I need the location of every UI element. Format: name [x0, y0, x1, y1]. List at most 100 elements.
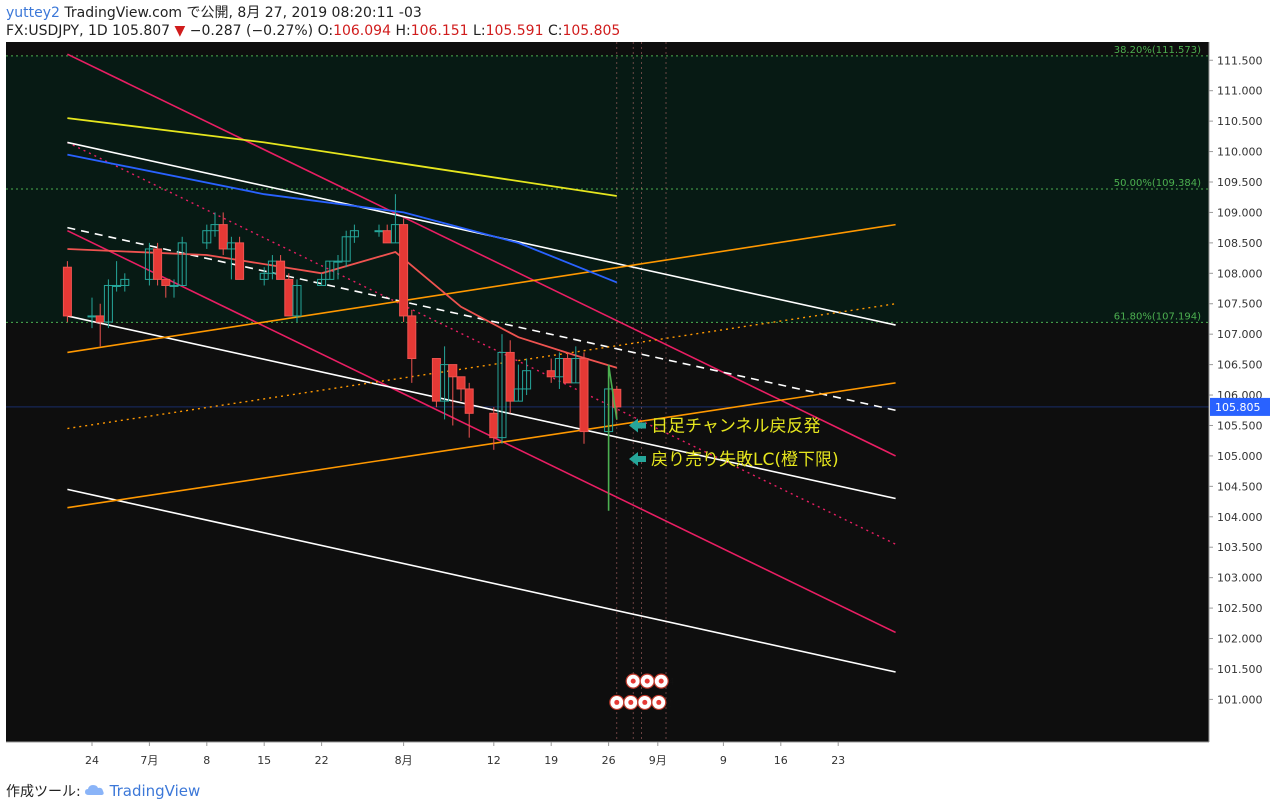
price-tick-label: 104.500	[1217, 480, 1263, 493]
trend-line-orange-solid	[67, 382, 896, 509]
time-tick-label: 12	[487, 754, 501, 767]
candle-body	[325, 260, 335, 280]
price-tick-label: 106.500	[1217, 359, 1263, 372]
candle-body	[284, 278, 294, 317]
price-tick-label: 104.000	[1217, 511, 1263, 524]
candle-body	[349, 230, 359, 238]
event-flag-dot	[614, 699, 620, 705]
event-flag-dot	[642, 699, 648, 705]
moving-average-blue	[67, 153, 618, 284]
candle-body	[120, 278, 130, 286]
candle-body	[259, 272, 269, 280]
candle-body	[333, 260, 343, 263]
low-value: 105.591	[485, 23, 544, 39]
price-tick-label: 108.500	[1217, 237, 1263, 250]
price-tick-label: 107.000	[1217, 328, 1263, 341]
tradingview-cloud-icon	[85, 785, 104, 795]
low-label: L:	[473, 23, 486, 39]
candle-body	[202, 230, 212, 244]
open-value: 106.094	[333, 23, 391, 39]
price-change: −0.287 (−0.27%)	[189, 23, 314, 39]
time-tick-label: 8月	[395, 754, 413, 767]
trend-line-pink-solid	[67, 229, 896, 634]
candle-body	[382, 230, 392, 244]
tradingview-link[interactable]: TradingView	[109, 782, 201, 800]
candle-body	[563, 358, 573, 384]
made-with-label: 作成ツール:	[6, 784, 81, 800]
projection-line	[607, 364, 618, 511]
candle-body	[161, 278, 171, 286]
candle-body	[513, 388, 523, 402]
price-tick-label: 110.500	[1217, 115, 1263, 128]
time-tick-label: 24	[85, 754, 99, 767]
plot-layer: 38.20%(111.573) 50.00%(109.384) 61.80%(107…	[6, 42, 1209, 742]
candle-body	[456, 376, 466, 390]
candle-body	[374, 230, 384, 233]
trend-line-orange-dotted	[67, 303, 896, 430]
price-tick-label: 101.000	[1217, 693, 1263, 706]
time-tick-label: 23	[831, 754, 845, 767]
annotation-arrow-icon	[629, 451, 646, 466]
chart-header: yuttey2 TradingView.com で公開, 8月 27, 2019…	[6, 4, 1270, 42]
candle-body	[153, 248, 163, 280]
price-tick-label: 108.000	[1217, 267, 1263, 280]
candle-body	[235, 242, 245, 280]
time-tick-label: 22	[315, 754, 329, 767]
time-tick-label: 7月	[140, 754, 158, 767]
candle-body	[95, 315, 105, 323]
time-tick-label: 9	[720, 754, 727, 767]
candle-body	[448, 364, 458, 378]
candle-body	[317, 278, 327, 286]
candle-body	[218, 224, 228, 250]
price-chart[interactable]: 38.20%(111.573) 50.00%(109.384) 61.80%(107…	[6, 42, 1270, 775]
event-flag-dot	[628, 699, 634, 705]
publish-info: TradingView.com で公開, 8月 27, 2019 08:20:1…	[64, 5, 422, 21]
price-tick-label: 111.500	[1217, 54, 1263, 67]
candle-body	[612, 388, 622, 408]
event-flag-dot	[630, 678, 636, 684]
price-tick-label: 109.000	[1217, 206, 1263, 219]
time-tick-label: 8	[203, 754, 210, 767]
candle-body	[505, 351, 515, 402]
time-tick-label: 15	[257, 754, 271, 767]
fib-level-label: 38.20%(111.573)	[1114, 45, 1201, 56]
trend-line-white-solid	[67, 315, 896, 500]
annotation-text: 戻り売り失敗LC(橙下限)	[651, 450, 839, 470]
candle-body	[522, 370, 532, 390]
open-label: O:	[317, 23, 334, 39]
fib-level-label: 61.80%(107.194)	[1114, 311, 1201, 322]
candle-body	[62, 266, 72, 317]
candle-body	[276, 260, 286, 280]
price-tick-label: 105.500	[1217, 419, 1263, 432]
price-tick-label: 103.000	[1217, 572, 1263, 585]
candle-body	[177, 242, 187, 286]
current-price-tag	[1210, 397, 1270, 416]
candle-body	[579, 358, 589, 433]
close-label: C:	[547, 23, 563, 39]
time-tick-label: 26	[602, 754, 616, 767]
candle-body	[292, 284, 302, 317]
price-tick-label: 107.500	[1217, 298, 1263, 311]
candle-body	[341, 236, 351, 262]
price-tick-label: 102.000	[1217, 633, 1263, 646]
trend-line-pink-solid	[67, 53, 896, 457]
candle-body	[399, 224, 409, 317]
event-count: 4	[668, 677, 674, 688]
price-tick-label: 105.000	[1217, 450, 1263, 463]
event-flag-dot	[656, 699, 662, 705]
fib-level-label: 50.00%(109.384)	[1114, 178, 1201, 189]
candle-body	[169, 284, 179, 287]
close-value: 105.805	[562, 23, 621, 39]
event-flag-dot	[644, 678, 650, 684]
time-tick-label: 9月	[649, 754, 667, 767]
candle-body	[112, 284, 122, 287]
down-arrow-icon: ▼	[174, 23, 186, 39]
candle-body	[407, 315, 417, 360]
trend-line-orange-solid	[67, 223, 896, 354]
high-value: 106.151	[410, 23, 469, 39]
author-link[interactable]: yuttey2	[6, 5, 60, 21]
candle-body	[464, 388, 474, 414]
symbol-label: FX:USDJPY, 1D	[6, 23, 108, 39]
moving-average-red	[67, 248, 618, 369]
footer: 作成ツール: TradingView	[6, 780, 200, 804]
